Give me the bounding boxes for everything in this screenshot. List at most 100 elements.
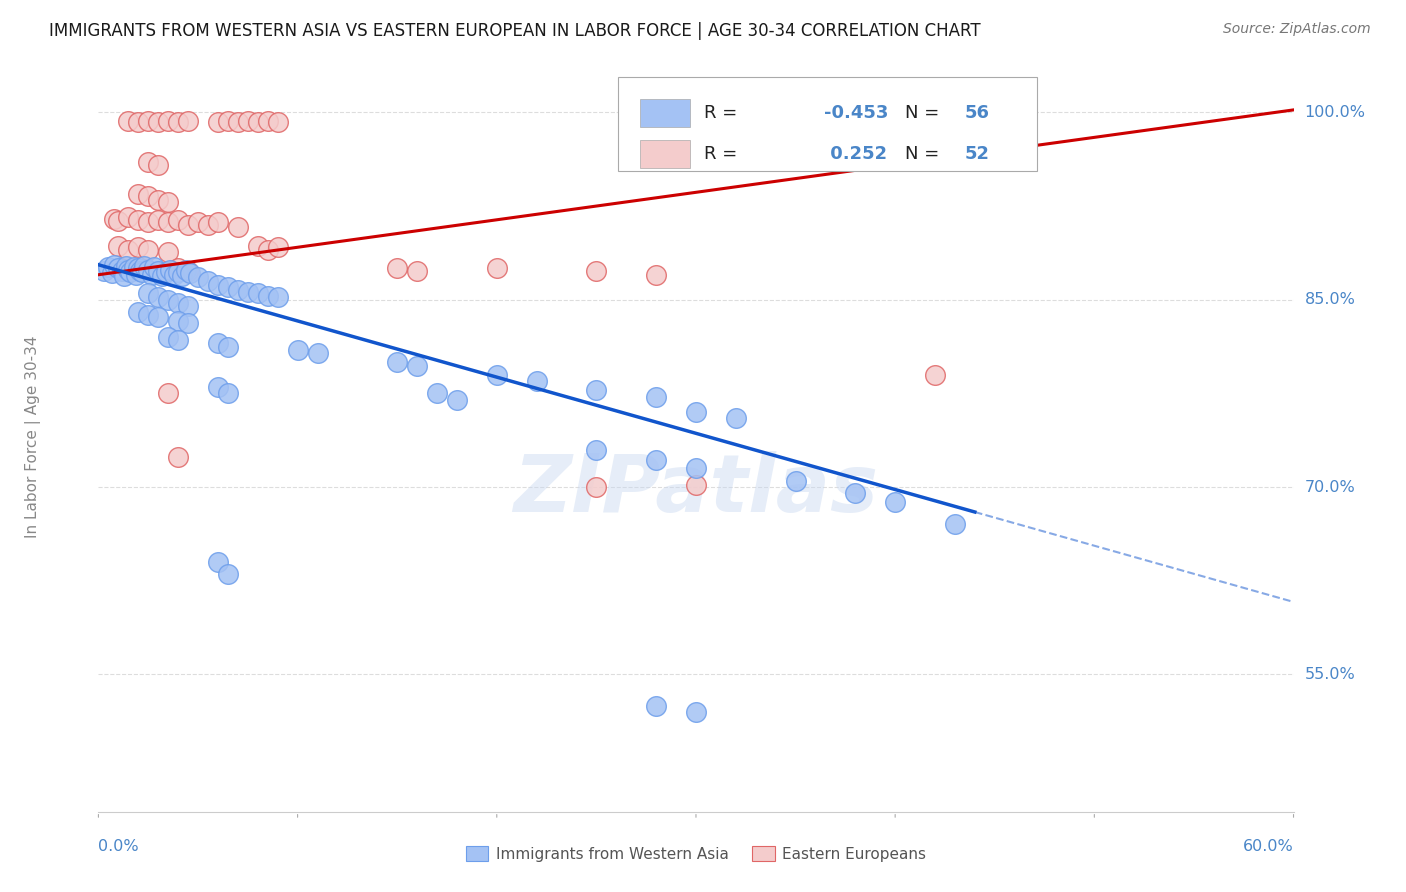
Point: [174, 262, 197, 277]
Point: [112, 268, 135, 283]
Point: [267, 290, 290, 304]
Point: [236, 114, 259, 128]
Text: R =: R =: [704, 104, 744, 122]
Point: [157, 330, 180, 344]
Point: [136, 114, 159, 128]
Point: [485, 368, 508, 382]
Point: [143, 260, 166, 275]
Point: [207, 555, 229, 569]
Point: [207, 215, 229, 229]
Point: [148, 115, 170, 129]
Point: [136, 286, 159, 301]
Point: [187, 215, 209, 229]
Point: [167, 212, 190, 227]
Text: 0.0%: 0.0%: [98, 839, 139, 855]
Point: [163, 268, 186, 282]
Text: 56: 56: [965, 104, 990, 122]
Point: [148, 158, 170, 172]
Point: [111, 264, 134, 278]
Point: [150, 268, 173, 283]
Point: [217, 280, 239, 294]
Point: [127, 261, 149, 276]
FancyBboxPatch shape: [640, 140, 690, 169]
Point: [136, 262, 159, 277]
Point: [177, 114, 200, 128]
Point: [134, 259, 156, 273]
Point: [267, 115, 290, 129]
Point: [406, 359, 429, 373]
Point: [167, 333, 190, 347]
Point: [117, 211, 139, 225]
Text: 55.0%: 55.0%: [1305, 667, 1355, 681]
Point: [107, 214, 129, 228]
Point: [127, 305, 149, 319]
Point: [115, 259, 138, 273]
Point: [943, 517, 966, 532]
Text: -0.453: -0.453: [824, 104, 889, 122]
Point: [136, 308, 159, 322]
Point: [136, 189, 159, 203]
Point: [685, 405, 707, 419]
Point: [256, 243, 278, 257]
Point: [125, 268, 148, 282]
Point: [177, 317, 200, 331]
Point: [117, 262, 139, 277]
Text: 100.0%: 100.0%: [1305, 105, 1365, 120]
Point: [406, 264, 429, 278]
Text: 85.0%: 85.0%: [1305, 293, 1355, 307]
Text: N =: N =: [905, 145, 945, 163]
Point: [207, 380, 229, 394]
Point: [585, 383, 607, 397]
Point: [167, 261, 190, 276]
Point: [127, 212, 149, 227]
Point: [148, 212, 170, 227]
Point: [585, 480, 607, 494]
Point: [645, 698, 668, 713]
Point: [724, 411, 747, 425]
Point: [785, 474, 807, 488]
Point: [236, 285, 259, 300]
FancyBboxPatch shape: [619, 78, 1036, 171]
Point: [107, 261, 129, 276]
Point: [131, 265, 153, 279]
Point: [307, 346, 329, 360]
Text: ZIPatlas: ZIPatlas: [513, 450, 879, 529]
Text: 70.0%: 70.0%: [1305, 480, 1355, 494]
Point: [117, 243, 139, 257]
Point: [246, 286, 269, 301]
Text: IMMIGRANTS FROM WESTERN ASIA VS EASTERN EUROPEAN IN LABOR FORCE | AGE 30-34 CORR: IMMIGRANTS FROM WESTERN ASIA VS EASTERN …: [49, 22, 981, 40]
Point: [446, 392, 468, 407]
Point: [127, 115, 149, 129]
FancyBboxPatch shape: [640, 99, 690, 128]
Point: [141, 268, 163, 282]
Point: [246, 115, 269, 129]
Point: [167, 314, 190, 328]
Text: 52: 52: [965, 145, 990, 163]
Point: [256, 114, 278, 128]
Point: [267, 240, 290, 254]
Point: [207, 115, 229, 129]
Point: [924, 368, 946, 382]
Point: [385, 261, 409, 276]
Point: [148, 310, 170, 325]
Point: [157, 293, 180, 307]
Point: [685, 705, 707, 719]
Text: 60.0%: 60.0%: [1243, 839, 1294, 855]
Point: [197, 218, 219, 232]
Point: [385, 355, 409, 369]
Point: [585, 442, 607, 457]
Point: [93, 264, 115, 278]
Point: [127, 240, 149, 254]
Point: [217, 340, 239, 354]
Point: [207, 277, 229, 292]
Point: [226, 115, 249, 129]
Point: [97, 260, 120, 275]
Point: [685, 477, 707, 491]
Point: [685, 461, 707, 475]
Text: N =: N =: [905, 104, 945, 122]
Point: [246, 239, 269, 253]
Point: [226, 283, 249, 297]
Point: [148, 264, 170, 278]
Point: [167, 115, 190, 129]
Point: [226, 220, 249, 235]
